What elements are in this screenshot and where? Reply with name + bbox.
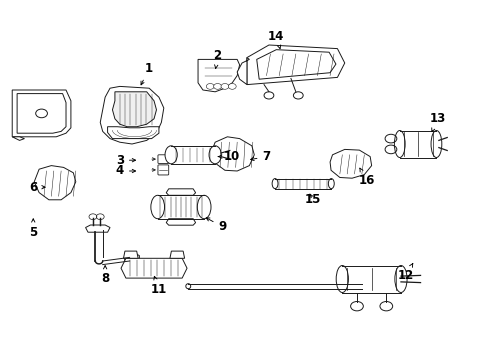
Text: 2: 2 [213,49,221,68]
Text: 4: 4 [116,165,135,177]
Polygon shape [166,219,195,225]
Text: 3: 3 [116,154,135,167]
Ellipse shape [394,266,406,292]
Polygon shape [170,251,184,258]
Polygon shape [246,45,344,85]
Ellipse shape [197,195,211,219]
Ellipse shape [271,179,277,189]
Text: 14: 14 [267,30,284,49]
Text: 15: 15 [304,193,321,206]
Text: 1: 1 [141,62,153,85]
Ellipse shape [430,130,441,158]
Ellipse shape [208,146,221,164]
Polygon shape [210,137,254,171]
Text: 9: 9 [206,218,226,233]
Circle shape [221,84,228,89]
Polygon shape [121,258,186,278]
Text: 10: 10 [218,150,240,163]
Ellipse shape [150,195,164,219]
Text: 8: 8 [101,266,109,285]
Polygon shape [198,59,239,92]
Ellipse shape [336,266,347,292]
Circle shape [206,84,214,89]
Polygon shape [100,86,163,144]
Text: 12: 12 [397,264,413,282]
Text: 13: 13 [428,112,445,131]
Polygon shape [124,253,139,267]
Text: 5: 5 [29,219,37,239]
Polygon shape [329,149,371,178]
Ellipse shape [185,284,190,289]
Ellipse shape [327,179,334,189]
Polygon shape [12,137,24,140]
Ellipse shape [393,130,404,158]
Text: 7: 7 [250,150,270,163]
Text: 16: 16 [358,168,374,186]
Polygon shape [85,225,110,232]
Circle shape [228,84,236,89]
Polygon shape [237,58,249,85]
Polygon shape [12,90,71,137]
Text: 6: 6 [29,181,45,194]
Text: 11: 11 [150,276,167,296]
Polygon shape [112,92,156,127]
Ellipse shape [165,146,177,164]
FancyBboxPatch shape [158,155,168,163]
FancyBboxPatch shape [158,165,168,175]
Polygon shape [123,251,138,258]
Polygon shape [34,166,76,200]
Circle shape [213,84,221,89]
Polygon shape [107,127,159,139]
Polygon shape [166,189,195,195]
